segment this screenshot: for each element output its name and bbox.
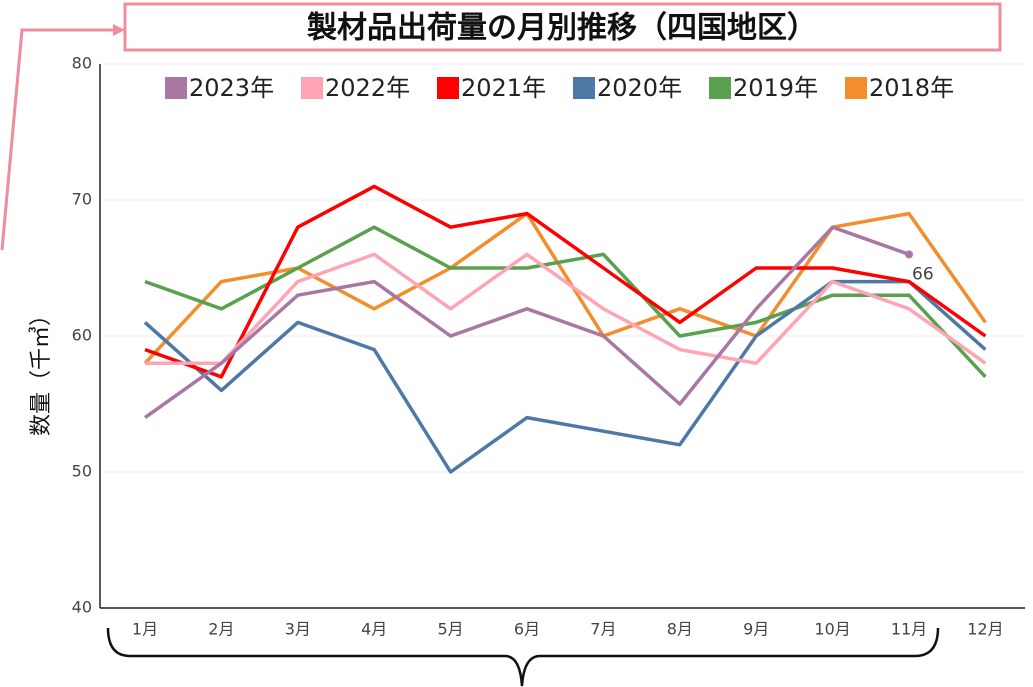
x-tick-label: 7月 <box>590 620 616 639</box>
legend-label: 2022年 <box>325 74 410 102</box>
legend-label: 2020年 <box>597 74 682 102</box>
legend-label: 2018年 <box>869 74 954 102</box>
legend-swatch <box>709 77 731 99</box>
y-tick-label: 60 <box>72 326 92 345</box>
end-point <box>905 250 913 259</box>
legend-swatch <box>301 77 323 99</box>
series-line <box>143 225 910 420</box>
x-tick-label: 5月 <box>438 620 464 639</box>
pointer-arrow <box>113 24 125 36</box>
x-tick-label: 2月 <box>208 620 234 639</box>
legend-swatch <box>573 77 595 99</box>
y-tick-label: 80 <box>72 54 92 73</box>
legend-swatch <box>165 77 187 99</box>
title-box <box>123 2 1002 52</box>
legend-label: 2019年 <box>733 74 818 102</box>
legend-swatch <box>437 77 459 99</box>
x-tick-label: 9月 <box>743 620 769 639</box>
series-line <box>143 211 987 365</box>
y-tick-label: 40 <box>72 598 92 617</box>
x-tick-label: 4月 <box>361 620 387 639</box>
legend-swatch <box>845 77 867 99</box>
series-line <box>143 279 987 474</box>
pointer-line <box>0 28 115 251</box>
chart-title: 製材品出荷量の月別推移（四国地区） <box>307 11 817 46</box>
x-tick-label: 11月 <box>891 620 927 639</box>
x-tick-label: 12月 <box>967 620 1003 639</box>
x-tick-label: 6月 <box>514 620 540 639</box>
y-axis-label: 数量（千㎥） <box>28 304 54 436</box>
x-tick-label: 10月 <box>814 620 850 639</box>
legend-label: 2021年 <box>461 74 546 102</box>
bracket <box>106 627 940 687</box>
series-line <box>145 252 987 365</box>
x-tick-label: 8月 <box>667 620 693 639</box>
y-tick-label: 70 <box>72 190 92 209</box>
series-line <box>144 184 987 379</box>
y-tick-label: 50 <box>72 462 92 481</box>
x-tick-label: 3月 <box>285 620 311 639</box>
data-label: 66 <box>912 264 934 284</box>
series-line <box>144 225 987 378</box>
x-tick-label: 1月 <box>132 620 158 639</box>
legend-label: 2023年 <box>189 74 274 102</box>
